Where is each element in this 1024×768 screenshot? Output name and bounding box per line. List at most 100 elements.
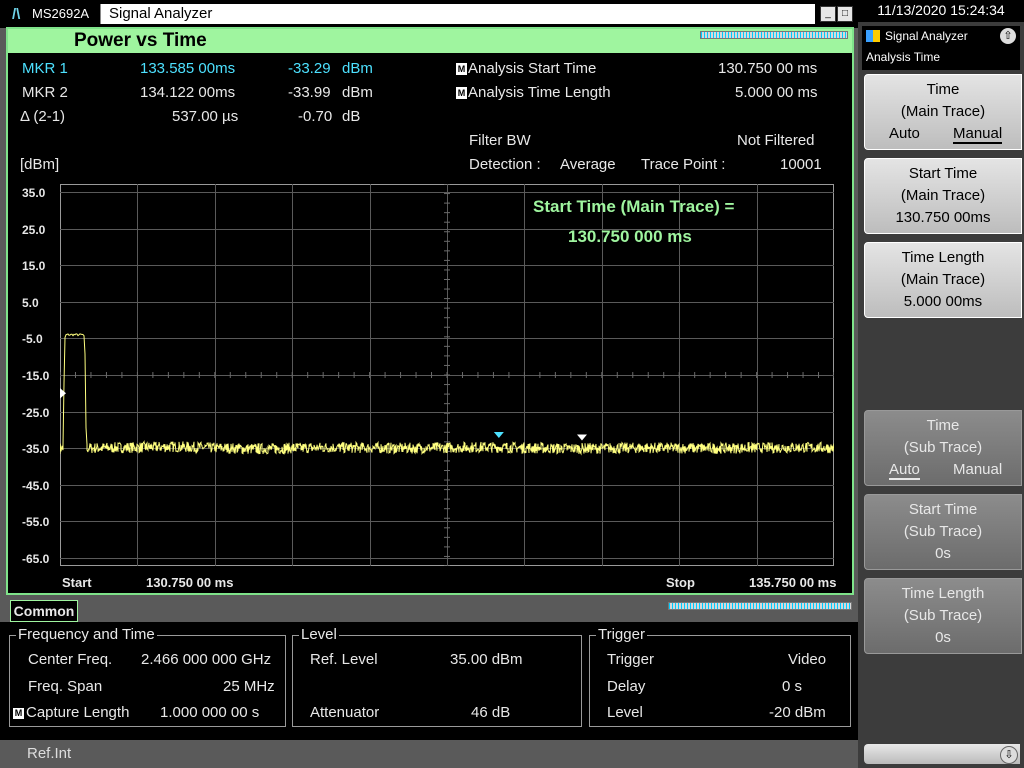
center-freq-value: 2.466 000 000 GHz	[141, 651, 272, 668]
ref-int-indicator: Ref.Int	[27, 745, 72, 762]
trigger-value: Video	[788, 651, 827, 668]
delta-label: Δ (2-1)	[20, 108, 66, 125]
softkey-time-sub[interactable]: Time (Sub Trace) Auto Manual	[864, 410, 1022, 486]
panel-title-strip: Power vs Time	[8, 29, 852, 53]
capture-length-label: Capture Length	[26, 704, 130, 721]
softkey-menu-name: Analysis Time	[866, 50, 941, 64]
marker2-time: 134.122 00ms	[140, 84, 236, 101]
delta-unit: dB	[342, 108, 361, 125]
softkey-value: 130.750 00ms	[895, 209, 991, 226]
common-parameters: Frequency and Time Center Freq. 2.466 00…	[0, 622, 858, 740]
detection-label: Detection :	[469, 156, 541, 173]
option-auto: Auto	[889, 125, 920, 142]
trace-point-label: Trace Point :	[641, 156, 726, 173]
y-tick-label: 15.0	[22, 258, 46, 273]
maximize-button[interactable]: □	[837, 6, 853, 22]
busy-indicator	[700, 31, 848, 39]
softkey-label: (Sub Trace)	[903, 607, 983, 624]
power-vs-time-graph[interactable]	[60, 184, 834, 566]
softkey-label: Start Time	[908, 165, 978, 182]
y-tick-label: -45.0	[22, 478, 50, 493]
clock: 11/13/2020 15:24:34	[858, 0, 1024, 22]
y-tick-label: -15.0	[22, 368, 50, 383]
entry-text-line2: 130.750 000 ms	[568, 227, 692, 246]
status-bar: Ref.Int	[0, 740, 858, 768]
center-freq-label: Center Freq.	[28, 651, 113, 668]
softkey-value: 0s	[935, 545, 951, 562]
marker1-time: 133.585 00ms	[140, 60, 236, 77]
marker1-level: -33.29	[288, 60, 331, 77]
attenuator-value: 46 dB	[471, 704, 511, 721]
softkey-start-time-main[interactable]: Start Time (Main Trace) 130.750 00ms	[864, 158, 1022, 234]
stop-label: Stop	[666, 575, 695, 590]
delta-time: 537.00 µs	[172, 108, 239, 125]
trigger-level-value: -20 dBm	[769, 704, 826, 721]
unit-label: [dBm]	[20, 156, 60, 173]
ref-level-label: Ref. Level	[310, 651, 378, 668]
common-tab[interactable]: Common	[10, 600, 78, 622]
softkey-time-length-sub[interactable]: Time Length (Sub Trace) 0s	[864, 578, 1022, 654]
softkey-label: Time	[926, 417, 960, 434]
up-arrow-icon[interactable]: ⇧	[1000, 28, 1016, 44]
y-tick-label: -55.0	[22, 514, 50, 529]
frequency-time-title: Frequency and Time	[16, 626, 157, 643]
manual-mark-icon: M	[456, 87, 467, 99]
attenuator-label: Attenuator	[310, 704, 380, 721]
marker2-label: MKR 2	[22, 84, 68, 101]
delta-level: -0.70	[298, 108, 333, 125]
manual-mark-icon: M	[13, 708, 24, 719]
marker2-level: -33.99	[288, 84, 331, 101]
title-bar: /\ MS2692A Signal Analyzer _ □	[0, 0, 858, 28]
trigger-level-indicator-icon	[60, 388, 66, 399]
capture-length-row: M Capture Length	[13, 704, 129, 721]
delay-label: Delay	[607, 678, 646, 695]
softkey-value: 0s	[935, 629, 951, 646]
delay-value: 0 s	[782, 678, 803, 695]
y-tick-label: 25.0	[22, 222, 46, 237]
softkey-label: Time Length	[901, 585, 985, 602]
manual-mark-icon: M	[456, 63, 467, 75]
trigger-group: Trigger Trigger Video Delay 0 s Level -2…	[589, 626, 851, 727]
analysis-start-value: 130.750 00 ms	[718, 60, 818, 77]
analysis-length-row: M Analysis Time Length	[456, 84, 611, 101]
y-tick-label: -25.0	[22, 405, 50, 420]
option-auto-selected: Auto	[889, 461, 920, 480]
trigger-level-label: Level	[607, 704, 643, 721]
start-value: 130.750 00 ms	[146, 575, 234, 590]
marker1-label: MKR 1	[22, 60, 68, 77]
y-tick-label: -65.0	[22, 551, 50, 566]
app-grid-icon	[866, 30, 880, 42]
trace-line	[60, 333, 834, 456]
level-group: Level Ref. Level 35.00 dBm Attenuator 46…	[292, 626, 582, 727]
y-tick-label: -35.0	[22, 441, 50, 456]
minimize-button[interactable]: _	[820, 6, 836, 22]
capture-length-value: 1.000 000 00 s	[160, 704, 260, 721]
softkey-label: Start Time	[908, 501, 978, 518]
softkey-header: Signal Analyzer Analysis Time ⇧	[862, 26, 1020, 70]
option-manual: Manual	[953, 461, 1003, 478]
ref-level-value: 35.00 dBm	[450, 651, 523, 668]
y-tick-label: 35.0	[22, 185, 46, 200]
softkey-app-name: Signal Analyzer	[885, 29, 968, 43]
model-name: MS2692A	[32, 6, 90, 21]
trigger-title: Trigger	[596, 626, 647, 643]
softkey-start-time-sub[interactable]: Start Time (Sub Trace) 0s	[864, 494, 1022, 570]
softkey-label: (Main Trace)	[900, 103, 986, 120]
softkey-label: (Main Trace)	[900, 271, 986, 288]
softkey-value: 5.000 00ms	[903, 293, 983, 310]
filter-bw-value: Not Filtered	[737, 132, 815, 149]
marker-1-icon	[493, 431, 504, 438]
softkey-label: (Sub Trace)	[903, 523, 983, 540]
softkey-page-bar[interactable]: ⇩	[864, 744, 1020, 764]
softkey-time-length-main[interactable]: Time Length (Main Trace) 5.000 00ms	[864, 242, 1022, 318]
softkey-label: (Main Trace)	[900, 187, 986, 204]
trigger-label: Trigger	[607, 651, 654, 668]
stop-value: 135.750 00 ms	[749, 575, 837, 590]
analysis-length-value: 5.000 00 ms	[735, 84, 818, 101]
y-tick-label: 5.0	[22, 295, 39, 310]
softkey-time-main[interactable]: Time (Main Trace) Auto Manual	[864, 74, 1022, 150]
app-title: Signal Analyzer	[100, 4, 815, 24]
detection-value: Average	[560, 156, 616, 173]
entry-text-line1: Start Time (Main Trace) =	[533, 197, 735, 216]
down-arrow-icon[interactable]: ⇩	[1000, 746, 1018, 764]
